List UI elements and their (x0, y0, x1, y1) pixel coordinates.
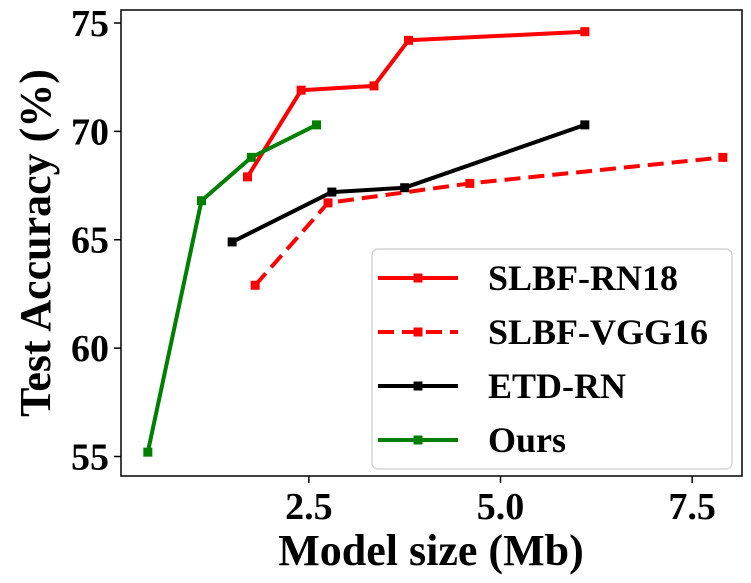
legend: SLBF-RN18 SLBF-VGG16 ETD-RN Ours (371, 248, 733, 470)
data-point-ours (312, 120, 321, 130)
data-point-etd-rn (400, 183, 410, 193)
series-line-slbf-vgg16 (253, 155, 724, 287)
data-point-ours (197, 196, 206, 206)
data-point-slbf-rn18 (296, 85, 306, 95)
series-etd-rn (227, 120, 590, 247)
y-tick-label: 75 (71, 3, 109, 45)
legend-items: SLBF-RN18 SLBF-VGG16 ETD-RN Ours (378, 258, 708, 460)
legend-marker (413, 381, 423, 391)
series-line-etd-rn (231, 123, 586, 244)
x-axis-title: Model size (Mb) (278, 526, 583, 575)
legend-entry-etd-rn: ETD-RN (378, 366, 626, 406)
legend-label: SLBF-VGG16 (488, 312, 708, 352)
data-point-slbf-rn18 (369, 81, 379, 91)
data-point-ours (246, 152, 256, 162)
legend-label: ETD-RN (488, 366, 626, 406)
data-point-slbf-vgg16 (718, 152, 728, 162)
data-point-etd-rn (580, 120, 590, 130)
x-tick-label: 7.5 (668, 486, 716, 528)
legend-box (371, 248, 733, 470)
legend-marker (413, 273, 423, 283)
legend-marker (413, 435, 423, 445)
series-layer (143, 27, 728, 457)
x-tick-label: 5.0 (477, 486, 525, 528)
data-point-slbf-vgg16 (250, 280, 260, 290)
data-point-etd-rn (327, 187, 337, 197)
legend-entry-slbf-vgg16: SLBF-VGG16 (378, 312, 708, 352)
y-tick-label: 60 (71, 328, 109, 370)
data-point-ours (143, 447, 153, 457)
data-point-slbf-rn18 (580, 27, 590, 37)
data-point-etd-rn (227, 237, 237, 247)
legend-entry-ours: Ours (378, 420, 566, 460)
data-point-slbf-vgg16 (465, 178, 475, 188)
data-point-slbf-rn18 (404, 35, 413, 45)
series-slbf-vgg16 (250, 152, 728, 290)
y-tick-label: 65 (71, 220, 109, 262)
y-axis-title: Test Accuracy (%) (11, 69, 60, 417)
legend-marker (413, 327, 423, 337)
legend-label: SLBF-RN18 (488, 258, 678, 298)
x-axis: 2.5 5.0 7.5 (285, 476, 716, 528)
series-ours (143, 120, 321, 457)
x-tick-label: 2.5 (285, 486, 333, 528)
y-tick-label: 55 (71, 436, 109, 478)
series-line-ours (145, 123, 318, 453)
legend-label: Ours (488, 420, 566, 460)
data-point-slbf-rn18 (243, 172, 252, 182)
y-axis: 55 60 65 70 75 (71, 3, 121, 478)
y-tick-label: 70 (71, 111, 109, 153)
data-point-slbf-vgg16 (323, 198, 333, 208)
legend-entry-slbf-rn18: SLBF-RN18 (378, 258, 678, 298)
series-slbf-rn18 (243, 27, 590, 182)
